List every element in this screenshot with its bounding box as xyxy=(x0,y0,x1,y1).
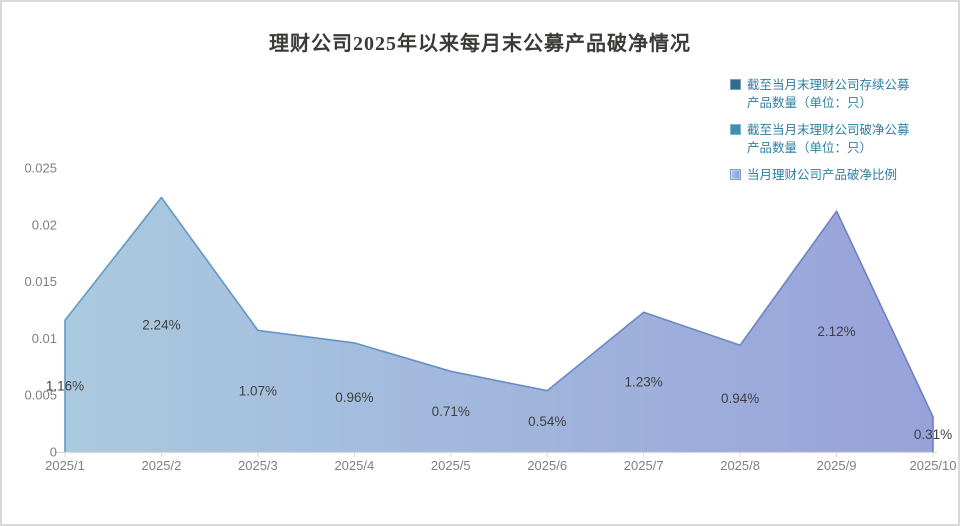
x-axis-label: 2025/3 xyxy=(238,458,278,473)
data-label: 1.07% xyxy=(239,384,277,399)
y-axis-label: 0.01 xyxy=(32,331,57,346)
chart-legend: 截至当月末理财公司存续公募 产品数量（单位：只） 截至当月末理财公司破净公募 产… xyxy=(730,76,952,193)
legend-item-broken-nav-products: 截至当月末理财公司破净公募 产品数量（单位：只） xyxy=(730,121,952,157)
x-axis-label: 2025/8 xyxy=(720,458,760,473)
y-axis-label: 0.005 xyxy=(24,388,57,403)
area-fill xyxy=(65,197,933,452)
x-axis-label: 2025/5 xyxy=(431,458,471,473)
legend-label-broken-nav-ratio: 当月理财公司产品破净比例 xyxy=(747,168,898,182)
x-axis-label: 2025/4 xyxy=(334,458,374,473)
legend-swatch-existing-products-icon xyxy=(730,79,741,90)
legend-label-existing-products: 截至当月末理财公司存续公募 产品数量（单位：只） xyxy=(747,78,910,110)
y-axis-label: 0.015 xyxy=(24,274,57,289)
y-axis-label: 0.02 xyxy=(32,217,57,232)
x-axis-label: 2025/2 xyxy=(142,458,182,473)
data-label: 1.16% xyxy=(46,379,84,394)
legend-swatch-broken-nav-products-icon xyxy=(730,124,741,135)
chart-title: 理财公司2025年以来每月末公募产品破净情况 xyxy=(269,33,691,55)
data-label: 0.54% xyxy=(528,414,566,429)
legend-item-broken-nav-ratio: 当月理财公司产品破净比例 xyxy=(730,166,952,184)
data-label: 2.12% xyxy=(817,324,855,339)
data-label: 0.31% xyxy=(914,427,952,442)
data-label: 0.94% xyxy=(721,391,759,406)
data-label: 0.71% xyxy=(432,404,470,419)
data-label: 1.23% xyxy=(625,375,663,390)
x-axis-label: 2025/7 xyxy=(624,458,664,473)
y-axis-label: 0.025 xyxy=(24,161,57,176)
legend-item-existing-products: 截至当月末理财公司存续公募 产品数量（单位：只） xyxy=(730,76,952,112)
legend-swatch-broken-nav-ratio-icon xyxy=(730,169,741,180)
legend-label-broken-nav-products: 截至当月末理财公司破净公募 产品数量（单位：只） xyxy=(747,123,910,155)
x-axis-label: 2025/1 xyxy=(45,458,85,473)
y-axis-label: 0 xyxy=(50,445,57,460)
x-axis-label: 2025/6 xyxy=(527,458,567,473)
x-axis-label: 2025/10 xyxy=(910,458,957,473)
x-axis-label: 2025/9 xyxy=(817,458,857,473)
data-label: 2.24% xyxy=(142,317,180,332)
data-label: 0.96% xyxy=(335,390,373,405)
area-outline xyxy=(64,196,934,452)
